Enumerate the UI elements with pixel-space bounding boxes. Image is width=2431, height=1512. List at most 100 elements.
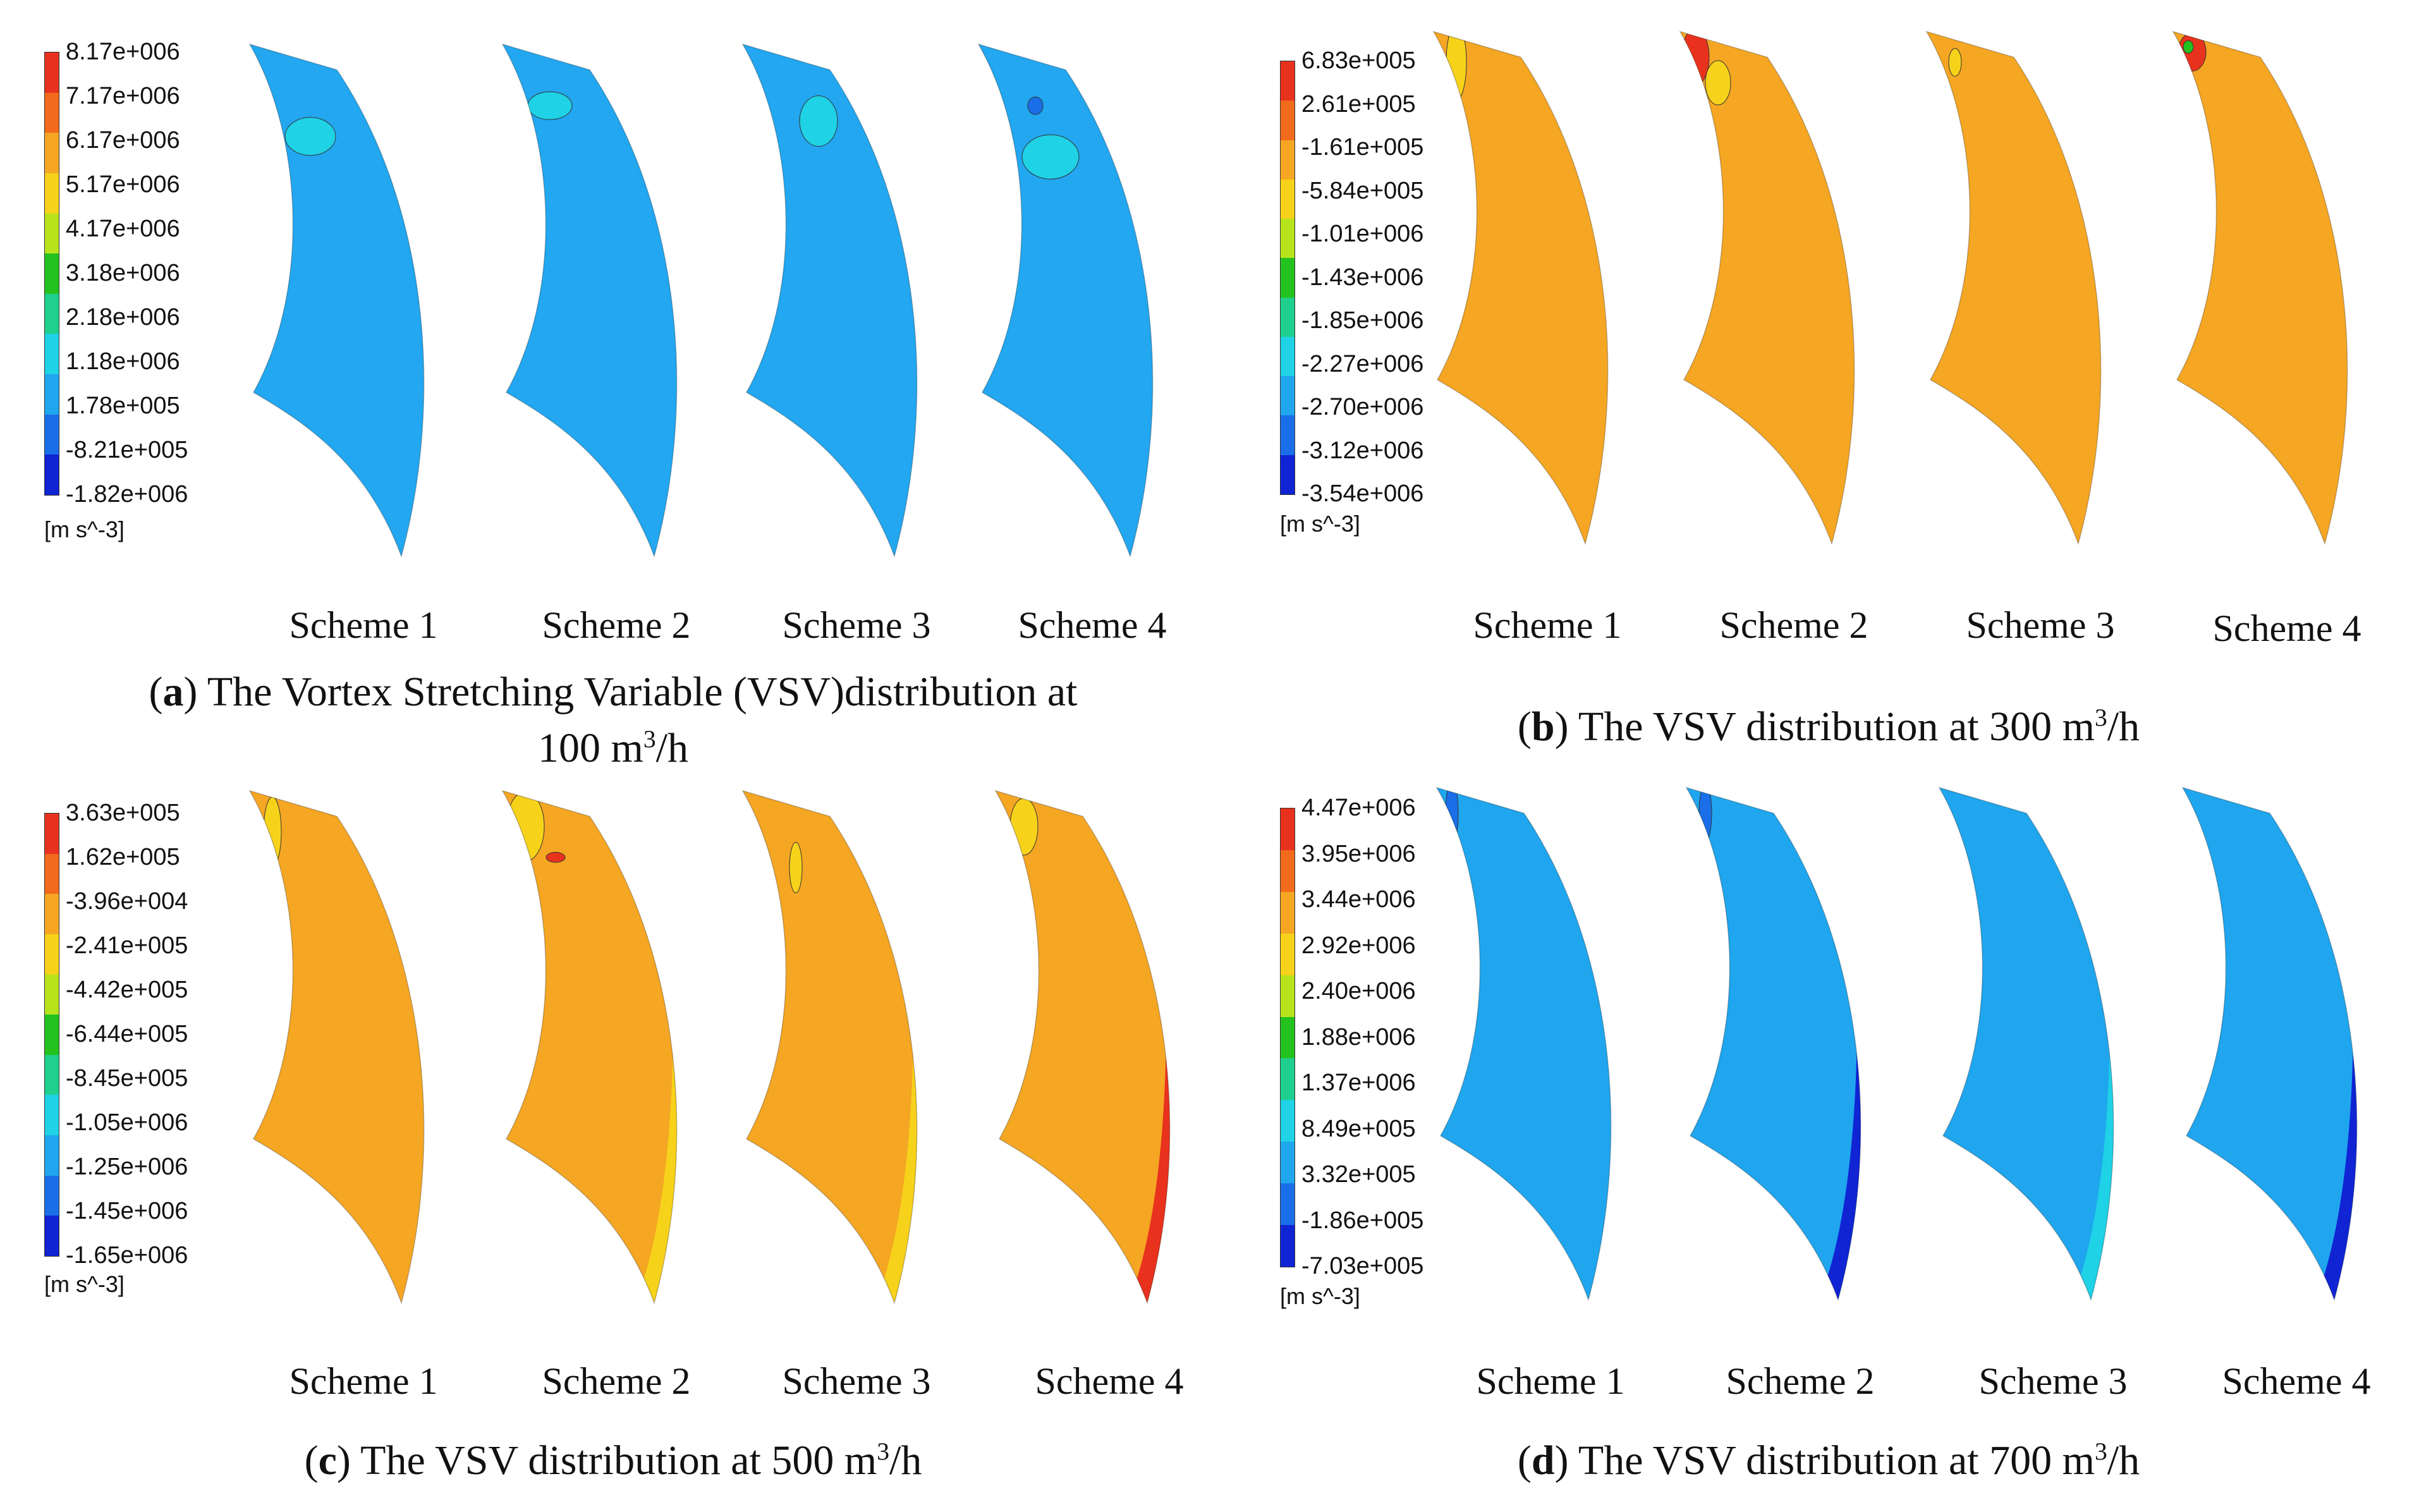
blade-contour-scheme-1: [248, 790, 425, 1305]
colorbar-tick-label: -1.25e+006: [66, 1154, 188, 1180]
blade-outline: [977, 43, 1154, 558]
colorbar-tick-label: 6.17e+006: [66, 127, 180, 154]
colorbar: [1280, 808, 1295, 1267]
contour-region: [527, 91, 573, 120]
scheme-label-4: Scheme 4: [1018, 604, 1167, 646]
colorbar-tick-label: 2.92e+006: [1301, 932, 1416, 959]
colorbar-segment: [1281, 454, 1295, 495]
contour-region: [1681, 32, 1710, 86]
scheme-label-1: Scheme 1: [1476, 1360, 1625, 1402]
blade-outline: [741, 790, 918, 1305]
blade-contour-scheme-4: [2172, 30, 2348, 546]
colorbar-segment: [1281, 1058, 1295, 1100]
contour-region: [1009, 798, 1039, 856]
colorbar-tick-label: 4.47e+006: [1301, 795, 1416, 821]
caption-sup: 3: [2094, 1437, 2107, 1465]
colorbar-segment: [45, 894, 59, 935]
blade-surface: [996, 791, 1170, 1303]
colorbar-unit: [m s^-3]: [1280, 1283, 1360, 1309]
colorbar-segment: [1281, 219, 1295, 259]
colorbar-tick-label: -6.44e+005: [66, 1021, 188, 1047]
blade-outline: [1925, 30, 2102, 546]
caption-text-2: 100 m: [538, 725, 643, 772]
colorbar-segment: [1281, 808, 1295, 851]
colorbar: [44, 813, 59, 1257]
colorbar-tick-label: -1.45e+006: [66, 1198, 188, 1224]
colorbar-tick-label: 4.17e+006: [66, 216, 180, 242]
blade-contour-scheme-2: [501, 790, 678, 1305]
blade-surface: [1939, 788, 2114, 1300]
blade-surface: [503, 44, 677, 556]
blade-outline: [1435, 786, 1612, 1302]
blade-surface: [978, 44, 1153, 556]
contour-region: [506, 791, 545, 862]
colorbar-tick-label: 1.37e+006: [1301, 1070, 1416, 1096]
blade-contour-scheme-2: [501, 43, 678, 558]
colorbar-unit: [m s^-3]: [44, 516, 125, 542]
caption-tail: /h: [655, 725, 688, 772]
colorbar-segment: [45, 133, 59, 174]
panel-caption: (a) The Vortex Stretching Variable (VSV)…: [149, 669, 1078, 772]
colorbar-tick-label: -2.27e+006: [1301, 350, 1424, 377]
colorbar-unit: [m s^-3]: [44, 1271, 125, 1297]
contour-region: [2178, 32, 2207, 71]
caption-text: The VSV distribution at 700 m: [1578, 1437, 2095, 1484]
blade-outline: [1685, 786, 1861, 1302]
colorbar-tick-label: 3.44e+006: [1301, 886, 1416, 913]
colorbar-tick-label: -8.45e+005: [66, 1065, 188, 1092]
caption-sup: 3: [2094, 704, 2107, 731]
scheme-label-3: Scheme 3: [782, 1360, 931, 1402]
blade-outline: [1432, 30, 1609, 546]
blade-outline: [2172, 30, 2348, 546]
contour-region: [545, 851, 566, 863]
blade-contour-scheme-1: [1432, 30, 1609, 546]
colorbar-tick-label: -1.85e+006: [1301, 307, 1424, 334]
scheme-label-1: Scheme 1: [289, 604, 438, 646]
colorbar-segment: [1281, 850, 1295, 893]
colorbar-segment: [1281, 891, 1295, 934]
colorbar-segment: [45, 374, 59, 415]
contour-region: [284, 117, 336, 156]
colorbar-tick-label: 8.17e+006: [66, 39, 180, 65]
blade-outline: [248, 790, 425, 1305]
colorbar: [44, 52, 59, 496]
blade-contour-scheme-4: [994, 790, 1171, 1305]
colorbar-segment: [45, 853, 59, 894]
colorbar-segment: [45, 92, 59, 133]
blade-outline: [741, 43, 918, 558]
colorbar-segment: [1281, 258, 1295, 298]
blade-contour-scheme-3: [1925, 30, 2102, 546]
colorbar-tick-label: -1.61e+005: [1301, 134, 1424, 161]
contour-region: [2183, 40, 2194, 54]
scheme-label-3: Scheme 3: [1978, 1360, 2128, 1402]
scheme-label-4: Scheme 4: [2222, 1360, 2371, 1402]
blade-outline: [1679, 30, 1855, 546]
colorbar-segment: [45, 814, 59, 855]
colorbar-segment: [1281, 336, 1295, 377]
contour-region: [799, 95, 838, 147]
caption-tail: /h: [2107, 1437, 2140, 1484]
colorbar-tick-label: 3.32e+005: [1301, 1161, 1416, 1188]
colorbar-segment: [1281, 415, 1295, 456]
colorbar-segment: [1281, 101, 1295, 141]
colorbar-tick-label: -3.12e+006: [1301, 437, 1424, 464]
panel-caption: (d) The VSV distribution at 700 m3/h: [1517, 1437, 2140, 1484]
colorbar-segment: [1281, 933, 1295, 976]
colorbar-tick-label: 2.40e+006: [1301, 978, 1416, 1004]
contour-region: [1027, 96, 1044, 115]
panel-letter: a: [162, 669, 184, 715]
colorbar-segment: [45, 293, 59, 334]
blade-contour-scheme-1: [248, 43, 425, 558]
contour-region: [1021, 134, 1080, 180]
blade-surface: [743, 791, 917, 1303]
colorbar-segment: [45, 454, 59, 496]
colorbar-segment: [1281, 297, 1295, 338]
colorbar-tick-label: 8.49e+005: [1301, 1115, 1416, 1142]
scheme-label-2: Scheme 2: [542, 604, 691, 646]
colorbar-segment: [45, 334, 59, 375]
colorbar-tick-label: 3.18e+006: [66, 260, 180, 286]
blade-surface: [1434, 32, 1608, 544]
colorbar-segment: [1281, 140, 1295, 180]
blade-contour-scheme-4: [2181, 786, 2358, 1302]
colorbar-tick-label: -1.43e+006: [1301, 264, 1424, 291]
